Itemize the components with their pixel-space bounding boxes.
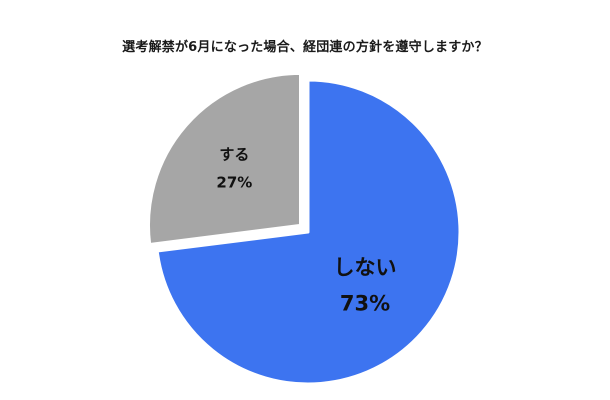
slice-label-shinai: しない xyxy=(334,255,397,279)
slice-value-suru: 27% xyxy=(216,174,252,192)
chart-title: 選考解禁が6月になった場合、経団連の方針を遵守しますか？ xyxy=(122,40,488,55)
pie-labels: しない 73% する 27% xyxy=(216,146,396,316)
pie-slice-suru xyxy=(147,71,302,246)
pie-slices xyxy=(147,71,462,386)
slice-value-shinai: 73% xyxy=(340,291,390,315)
pie-slice-shinai xyxy=(155,78,462,386)
slice-label-suru: する xyxy=(219,146,249,164)
